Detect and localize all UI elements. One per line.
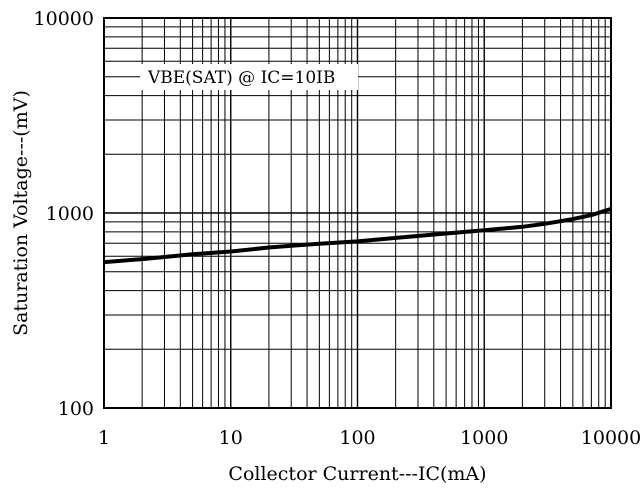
y-axis-label: Saturation Voltage---(mV)	[10, 90, 32, 336]
y-tick-label: 10000	[34, 8, 94, 30]
x-tick-label: 100	[339, 427, 375, 449]
series-layer	[103, 206, 612, 265]
x-tick-label: 10000	[581, 427, 640, 449]
annotation-background	[140, 64, 358, 90]
annotation-box: VBE(SAT) @ IC=10IB	[140, 64, 358, 90]
x-tick-label: 1	[98, 427, 110, 449]
x-tick-labels: 1 10 100 1000 10000	[98, 427, 640, 449]
y-tick-label: 100	[58, 398, 94, 420]
x-tick-label: 10	[219, 427, 243, 449]
y-tick-label: 1000	[46, 203, 94, 225]
plot-frame	[103, 17, 612, 409]
x-axis-label: Collector Current---IC(mA)	[228, 463, 486, 485]
y-tick-labels: 100 1000 10000	[34, 8, 94, 420]
series-line	[103, 206, 612, 265]
annotation-text: VBE(SAT) @ IC=10IB	[147, 68, 335, 88]
x-tick-label: 1000	[460, 427, 508, 449]
